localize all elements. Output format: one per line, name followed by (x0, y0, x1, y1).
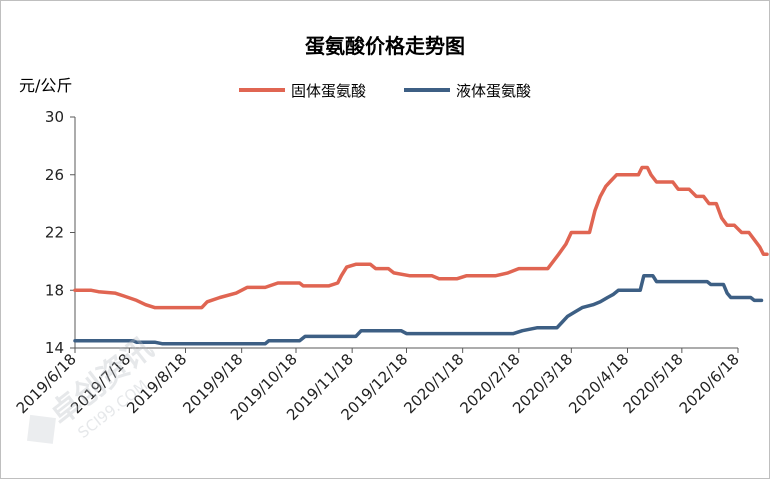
series-line-solid (73, 165, 769, 310)
y-tick-label: 18 (45, 281, 64, 299)
y-tick-label: 22 (45, 224, 64, 242)
y-axis-unit-label: 元/公斤 (19, 76, 73, 95)
y-tick-label: 14 (45, 339, 64, 357)
x-tick-label: 2020/6/18 (676, 350, 743, 417)
legend-item-solid: 固体蛋氨酸 (239, 80, 366, 100)
y-tick-label: 26 (45, 166, 64, 184)
x-tick-label: 2020/1/18 (400, 350, 467, 417)
legend-label-solid: 固体蛋氨酸 (291, 81, 367, 100)
y-tick-label: 30 (45, 108, 64, 126)
legend-label-liquid: 液体蛋氨酸 (456, 81, 532, 100)
chart-title: 蛋氨酸价格走势图 (305, 34, 465, 58)
legend-swatch-solid (239, 88, 285, 92)
watermark-logo: 卓创资讯 SCI99.COM (12, 320, 172, 470)
legend-item-liquid: 液体蛋氨酸 (404, 80, 531, 100)
legend-swatch-liquid (404, 88, 450, 92)
series-line-liquid (73, 274, 764, 346)
